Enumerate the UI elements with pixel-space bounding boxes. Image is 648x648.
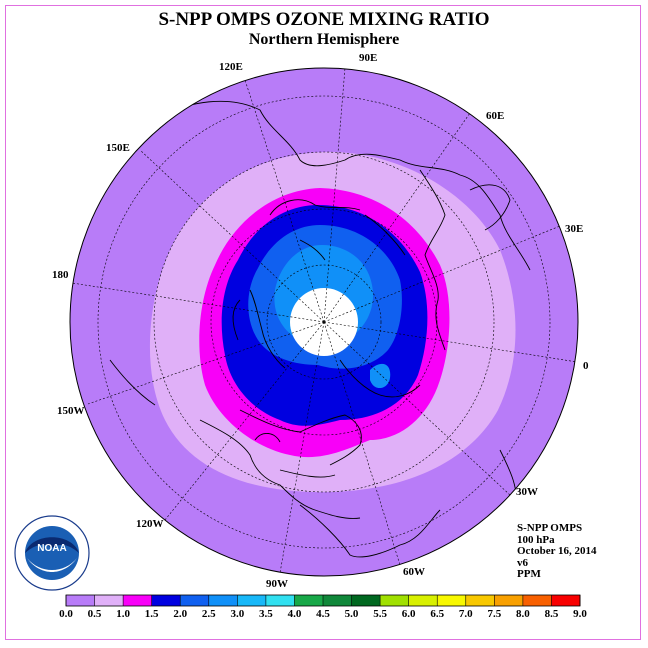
lon-label-90w: 90W: [266, 578, 288, 590]
info-version: v6: [517, 556, 528, 569]
colorbar-tick-label: 4.0: [287, 608, 302, 620]
lon-label-60w: 60W: [403, 566, 425, 578]
info-date: October 16, 2014: [517, 545, 597, 557]
lon-label-150e: 150E: [106, 142, 130, 154]
colorbar-tick-label: 9.0: [573, 608, 587, 620]
colorbar-tick-label: 0.5: [87, 608, 102, 620]
colorbar-tick-label: 0.0: [59, 608, 73, 620]
lon-label-120e: 120E: [219, 61, 243, 73]
latitude-circles: [97, 95, 551, 549]
colorbar-tick-label: 1.5: [144, 608, 159, 620]
map-subtitle: Northern Hemisphere: [248, 31, 400, 48]
colorbar-tick-label: 1.0: [116, 608, 130, 620]
colorbar-tick-label: 8.5: [544, 608, 559, 620]
info-level: 100 hPa: [517, 533, 555, 546]
info-block: S-NPP OMPS 100 hPa October 16, 2014 v6 P…: [517, 522, 597, 581]
lon-label-0: 0: [583, 360, 589, 372]
colorbar-tick-label: 6.0: [401, 608, 416, 620]
colorbar-tick-label: 5.0: [344, 608, 359, 620]
colorbar-tick-label: 7.5: [487, 608, 502, 620]
lon-label-150w: 150W: [57, 405, 85, 417]
colorbar-tick-label: 2.0: [173, 608, 188, 620]
lon-label-30w: 30W: [516, 486, 538, 498]
map-title: S-NPP OMPS OZONE MIXING RATIO: [158, 9, 490, 30]
info-units: PPM: [517, 568, 541, 580]
info-instrument: S-NPP OMPS: [517, 522, 583, 534]
lon-label-60e: 60E: [486, 110, 505, 122]
colorbar-tick-label: 5.5: [373, 608, 387, 620]
colorbar-tick-label: 8.0: [516, 608, 530, 620]
lon-label-180: 180: [52, 269, 69, 281]
colorbar-tick-label: 4.5: [316, 608, 330, 620]
lon-label-120w: 120W: [136, 518, 164, 530]
coastlines: [109, 100, 531, 558]
lon-label-30e: 30E: [565, 223, 584, 235]
colorbar-tick-label: 3.0: [230, 608, 245, 620]
lon-label-90e: 90E: [359, 52, 378, 64]
colorbar-tick-label: 3.5: [259, 608, 273, 620]
colorbar-tick-label: 6.5: [430, 608, 445, 620]
meridians: [71, 68, 578, 574]
figure-frame: [5, 5, 641, 640]
globe-outline: [69, 67, 579, 577]
colorbar-tick-label: 7.0: [458, 608, 473, 620]
colorbar-tick-label: 2.5: [201, 608, 216, 620]
band-2-5-patch: [370, 363, 391, 389]
